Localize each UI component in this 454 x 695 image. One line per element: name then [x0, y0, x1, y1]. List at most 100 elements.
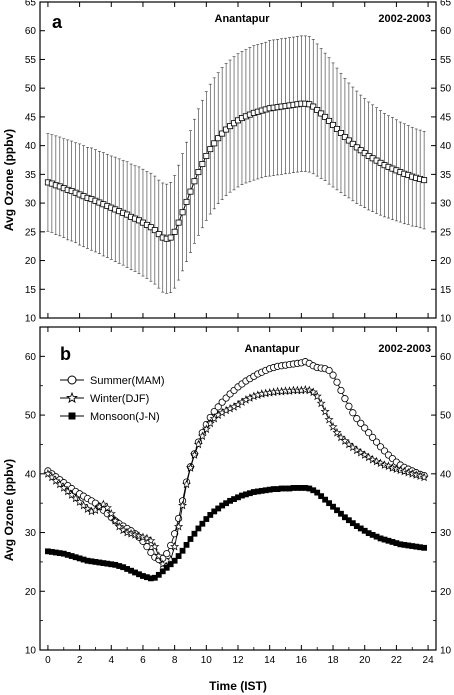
monsoon-point [413, 543, 420, 550]
monsoon-point [116, 563, 123, 569]
panel-a-y-tick-label: 45 [25, 112, 37, 123]
summer-point [357, 419, 365, 427]
winter-point [356, 447, 366, 457]
winter-point [376, 458, 386, 468]
winter-point [154, 551, 164, 560]
monsoon-point [389, 539, 396, 545]
winter-point [106, 508, 116, 518]
x-tick-label: 20 [359, 655, 371, 666]
winter-point [189, 450, 199, 459]
monsoon-point [417, 544, 424, 551]
winter-point [170, 541, 180, 551]
panel-a-y-tick-label-right: 60 [440, 26, 452, 37]
monsoon-point [231, 496, 237, 502]
summer-point [214, 403, 222, 411]
monsoon-point [262, 487, 269, 494]
monsoon-point [314, 489, 321, 496]
monsoon-point [294, 485, 301, 491]
monsoon-point [322, 496, 329, 503]
winter-point [71, 493, 81, 503]
winter-point [201, 424, 211, 434]
summer-point [325, 366, 333, 375]
monsoon-point [298, 485, 305, 491]
panel-a: 10 10 15 15 20 20 25 25 30 30 35 35 40 40 45 45 50 50 55 55… [2, 0, 452, 325]
monsoon-point [88, 558, 95, 565]
summer-point [333, 378, 341, 386]
monsoon-point [286, 485, 293, 492]
panel-b-y-tick-label: 60 [25, 352, 37, 363]
monsoon-point [175, 553, 182, 559]
panel-a-point [330, 121, 337, 128]
monsoon-point [302, 485, 309, 491]
monsoon-point [385, 537, 392, 544]
winter-point [328, 422, 338, 431]
panel-a-y-tick-label-right: 10 [440, 314, 452, 325]
winter-point [110, 516, 120, 525]
winter-point [130, 530, 140, 539]
monsoon-point [258, 487, 265, 494]
winter-point [372, 456, 382, 466]
monsoon-point [306, 485, 313, 492]
winter-point [407, 469, 417, 478]
panel-a-y-tick-label-right: 20 [440, 256, 452, 267]
winter-point [51, 476, 61, 485]
panel-a-y-tick-label-right: 25 [440, 227, 452, 238]
monsoon-point [227, 497, 233, 504]
x-tick-label: 8 [172, 655, 178, 666]
winter-point [336, 432, 346, 442]
summer-point [329, 371, 337, 379]
winter-point [63, 486, 73, 496]
monsoon-point [140, 573, 146, 579]
winter-point [98, 499, 108, 509]
monsoon-point [338, 510, 344, 517]
legend-item-monsoon: Monsoon(J-N) [60, 411, 160, 423]
panel-a-y-tick-label-right: 65 [440, 0, 452, 9]
monsoon-point [373, 533, 380, 540]
x-tick-label: 12 [232, 655, 244, 666]
winter-point [312, 391, 322, 401]
winter-point [118, 525, 128, 535]
panel-b-station: Anantapur [245, 343, 301, 355]
winter-point [383, 461, 394, 471]
panel-a-y-tick-label-right: 35 [440, 170, 452, 181]
winter-point [308, 387, 318, 397]
panel-b-y-tick-label: 50 [25, 411, 37, 422]
panel-b-series [43, 358, 429, 582]
monsoon-point [108, 561, 115, 568]
winter-point [395, 465, 405, 475]
winter-point [403, 467, 413, 477]
winter-point [387, 463, 397, 472]
panel-a-y-tick-label: 40 [25, 141, 37, 152]
panel-b-y-tick-label: 20 [25, 587, 37, 598]
monsoon-point [215, 505, 222, 512]
winter-point [79, 500, 89, 510]
panel-a-x-ticks [47, 2, 429, 318]
winter-point [364, 452, 374, 462]
panel-b-y-tick-label: 30 [25, 528, 37, 539]
legend-label-winter: Winter(DJF) [90, 393, 149, 405]
winter-point [126, 528, 136, 538]
summer-point [337, 386, 345, 395]
x-tick-label: 0 [45, 655, 51, 666]
panel-b-y-tick-label-right: 50 [440, 411, 452, 422]
panel-a-error-bars [46, 35, 426, 294]
monsoon-point [357, 525, 364, 532]
panel-b-y-axis-title: Avg Ozone (ppbv) [2, 459, 16, 561]
panel-a-point [187, 188, 194, 195]
legend-marker-summer [67, 375, 77, 385]
panel-a-point [333, 125, 340, 132]
panel-a-markers [44, 100, 428, 242]
panel-a-point [211, 140, 218, 147]
winter-point [75, 497, 85, 506]
monsoon-point [159, 568, 166, 575]
winter-point [185, 463, 196, 472]
monsoon-point [155, 571, 162, 578]
winter-point [146, 535, 156, 545]
panel-a-y-ticks: 10 10 15 15 20 20 25 25 30 30 35 35 40 40 45 45 50 50 55 55… [25, 0, 452, 325]
legend-marker-monsoon [68, 412, 76, 420]
monsoon-point [270, 486, 277, 492]
panel-a-y-tick-label: 20 [25, 256, 37, 267]
monsoon-point [207, 512, 214, 518]
monsoon-point [334, 507, 340, 514]
winter-point [142, 533, 152, 543]
